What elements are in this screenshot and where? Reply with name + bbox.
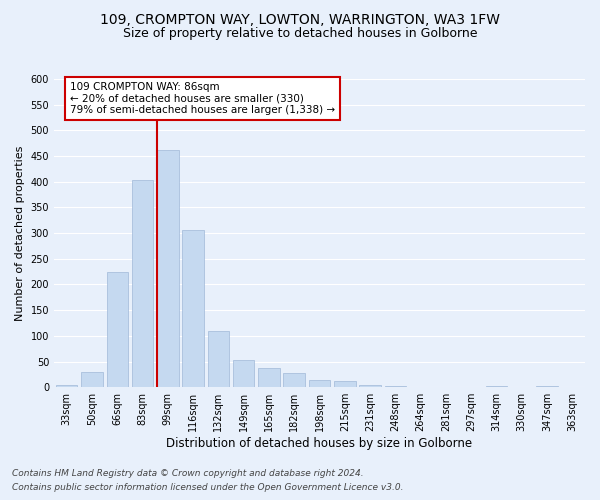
Text: Contains public sector information licensed under the Open Government Licence v3: Contains public sector information licen…	[12, 484, 404, 492]
Bar	[233, 360, 254, 387]
Bar	[208, 330, 229, 387]
Bar	[107, 272, 128, 387]
Text: Contains HM Land Registry data © Crown copyright and database right 2024.: Contains HM Land Registry data © Crown c…	[12, 468, 364, 477]
Text: Size of property relative to detached houses in Golborne: Size of property relative to detached ho…	[123, 28, 477, 40]
Bar	[359, 384, 381, 387]
Bar	[81, 372, 103, 387]
Bar	[309, 380, 330, 387]
Bar	[283, 374, 305, 387]
Bar	[157, 150, 179, 387]
Text: 109, CROMPTON WAY, LOWTON, WARRINGTON, WA3 1FW: 109, CROMPTON WAY, LOWTON, WARRINGTON, W…	[100, 12, 500, 26]
Bar	[334, 380, 356, 387]
Bar	[536, 386, 558, 387]
Bar	[132, 180, 153, 387]
Bar	[486, 386, 507, 387]
Bar	[182, 230, 204, 387]
X-axis label: Distribution of detached houses by size in Golborne: Distribution of detached houses by size …	[166, 437, 473, 450]
Bar	[385, 386, 406, 387]
Y-axis label: Number of detached properties: Number of detached properties	[15, 146, 25, 321]
Text: 109 CROMPTON WAY: 86sqm
← 20% of detached houses are smaller (330)
79% of semi-d: 109 CROMPTON WAY: 86sqm ← 20% of detache…	[70, 82, 335, 116]
Bar	[56, 384, 77, 387]
Bar	[258, 368, 280, 387]
